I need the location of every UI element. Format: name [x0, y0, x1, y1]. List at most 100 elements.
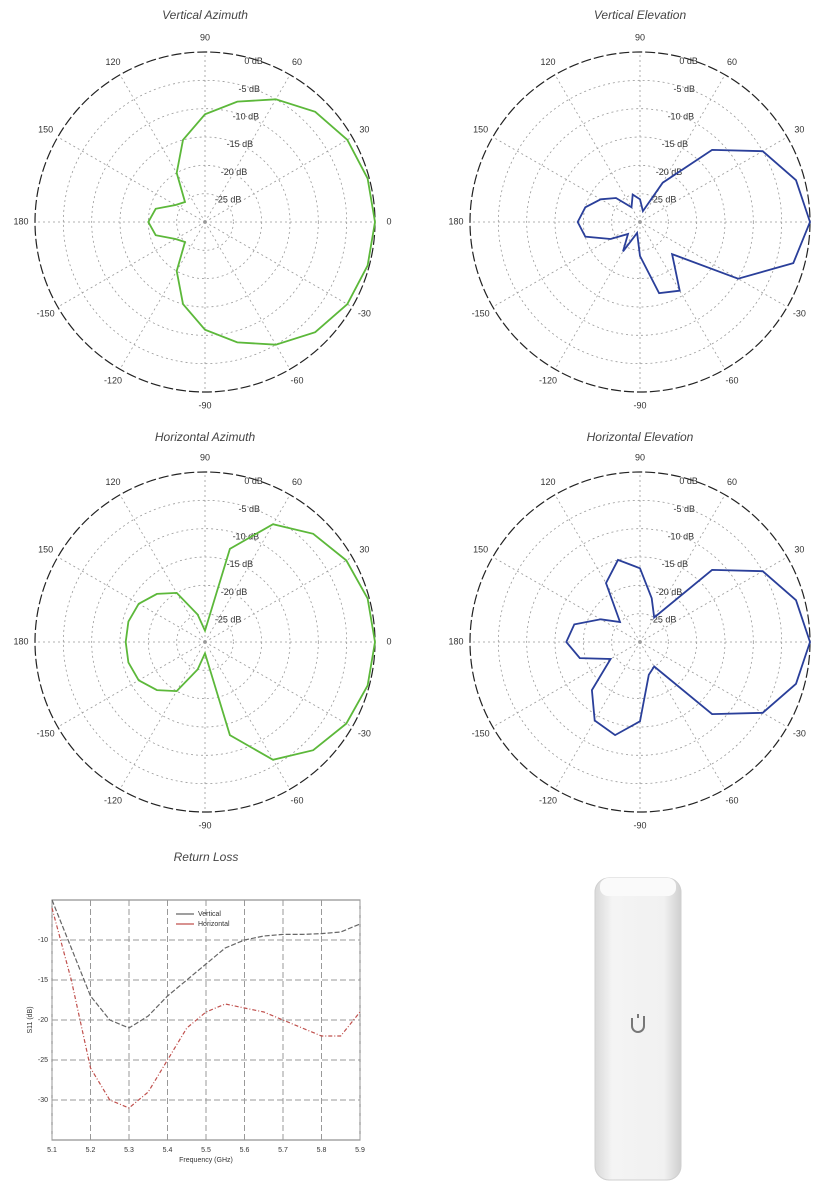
spoke [204, 136, 353, 223]
angle-label: -30 [358, 308, 371, 318]
angle-label: -120 [104, 376, 122, 386]
spoke [204, 221, 291, 370]
angle-label: 0 [386, 216, 391, 226]
legend-label: Vertical [198, 911, 221, 918]
x-tick-label: 5.8 [317, 1147, 327, 1154]
angle-label: 0 [386, 636, 391, 646]
y-tick-label: -20 [38, 1017, 48, 1024]
radial-label: -25 dB [215, 195, 242, 205]
angle-label: -90 [633, 820, 646, 830]
x-tick-label: 5.4 [163, 1147, 173, 1154]
radial-label: -20 dB [656, 587, 683, 597]
x-tick-label: 5.6 [240, 1147, 250, 1154]
spoke [57, 641, 206, 728]
spoke [554, 494, 641, 643]
pattern-line [124, 523, 376, 761]
angle-label: 120 [540, 57, 555, 67]
angle-label: -120 [104, 796, 122, 806]
angle-label: -150 [37, 728, 55, 738]
radial-label: 0 dB [679, 476, 698, 486]
spoke [204, 641, 291, 790]
angle-label: -90 [198, 400, 211, 410]
angle-label: -150 [472, 728, 490, 738]
angle-label: 30 [794, 544, 804, 554]
angle-label: 30 [359, 124, 369, 134]
y-tick-label: -30 [38, 1097, 48, 1104]
radial-label: -15 dB [662, 559, 689, 569]
y-tick-label: -25 [38, 1057, 48, 1064]
x-tick-label: 5.7 [278, 1147, 288, 1154]
angle-label: -120 [539, 796, 557, 806]
radial-label: -5 dB [673, 504, 695, 514]
radial-label: -20 dB [656, 167, 683, 177]
spoke [204, 641, 353, 728]
spoke [554, 74, 641, 223]
radial-label: -10 dB [233, 532, 260, 542]
angle-label: 30 [359, 544, 369, 554]
ring [176, 193, 234, 251]
angle-label: 90 [200, 452, 210, 462]
spoke [119, 494, 206, 643]
angle-label: 180 [13, 636, 28, 646]
angle-label: -30 [358, 728, 371, 738]
spoke [492, 221, 641, 308]
radial-label: -15 dB [662, 139, 689, 149]
angle-label: -150 [472, 308, 490, 318]
chart-title: Horizontal Elevation [587, 430, 694, 444]
spoke [639, 641, 726, 790]
radial-label: -10 dB [668, 532, 695, 542]
radial-label: -5 dB [238, 84, 260, 94]
pattern-line [576, 148, 811, 295]
angle-label: -90 [633, 400, 646, 410]
angle-label: 150 [38, 544, 53, 554]
spoke [492, 641, 641, 728]
chart-title: Return Loss [174, 850, 239, 864]
angle-label: -60 [725, 796, 738, 806]
angle-label: 90 [635, 452, 645, 462]
pattern-line [565, 558, 811, 737]
spoke [492, 556, 641, 643]
angle-label: 90 [200, 32, 210, 42]
angle-label: 180 [448, 216, 463, 226]
y-tick-label: -10 [38, 937, 48, 944]
ring [91, 108, 319, 336]
chart-title: Vertical Azimuth [162, 8, 248, 22]
device-top [600, 878, 676, 896]
angle-label: 90 [635, 32, 645, 42]
ring [91, 528, 319, 756]
radial-label: -15 dB [227, 559, 254, 569]
angle-label: 180 [448, 636, 463, 646]
radial-label: 0 dB [244, 56, 263, 66]
angle-label: -30 [793, 308, 806, 318]
spoke [639, 494, 726, 643]
spoke [57, 136, 206, 223]
chart-title: Horizontal Azimuth [155, 430, 256, 444]
spoke [554, 221, 641, 370]
x-tick-label: 5.1 [47, 1147, 57, 1154]
angle-label: -150 [37, 308, 55, 318]
ring [526, 108, 754, 336]
x-tick-label: 5.3 [124, 1147, 134, 1154]
spoke [57, 556, 206, 643]
radial-label: -25 dB [215, 615, 242, 625]
ring [176, 613, 234, 671]
angle-label: -60 [290, 376, 303, 386]
radial-label: -25 dB [650, 195, 677, 205]
radial-label: -25 dB [650, 615, 677, 625]
spoke [204, 556, 353, 643]
x-tick-label: 5.9 [355, 1147, 365, 1154]
x-axis-label: Frequency (GHz) [179, 1157, 233, 1164]
angle-label: -30 [793, 728, 806, 738]
spoke [639, 221, 788, 308]
spoke [639, 74, 726, 223]
device-body [594, 877, 682, 1181]
spoke [204, 221, 353, 308]
angle-label: 60 [292, 57, 302, 67]
radial-label: -5 dB [238, 504, 260, 514]
angle-label: 120 [105, 477, 120, 487]
radial-label: -20 dB [221, 587, 248, 597]
spoke [57, 221, 206, 308]
angle-label: 60 [727, 477, 737, 487]
device-logo [631, 1014, 645, 1033]
